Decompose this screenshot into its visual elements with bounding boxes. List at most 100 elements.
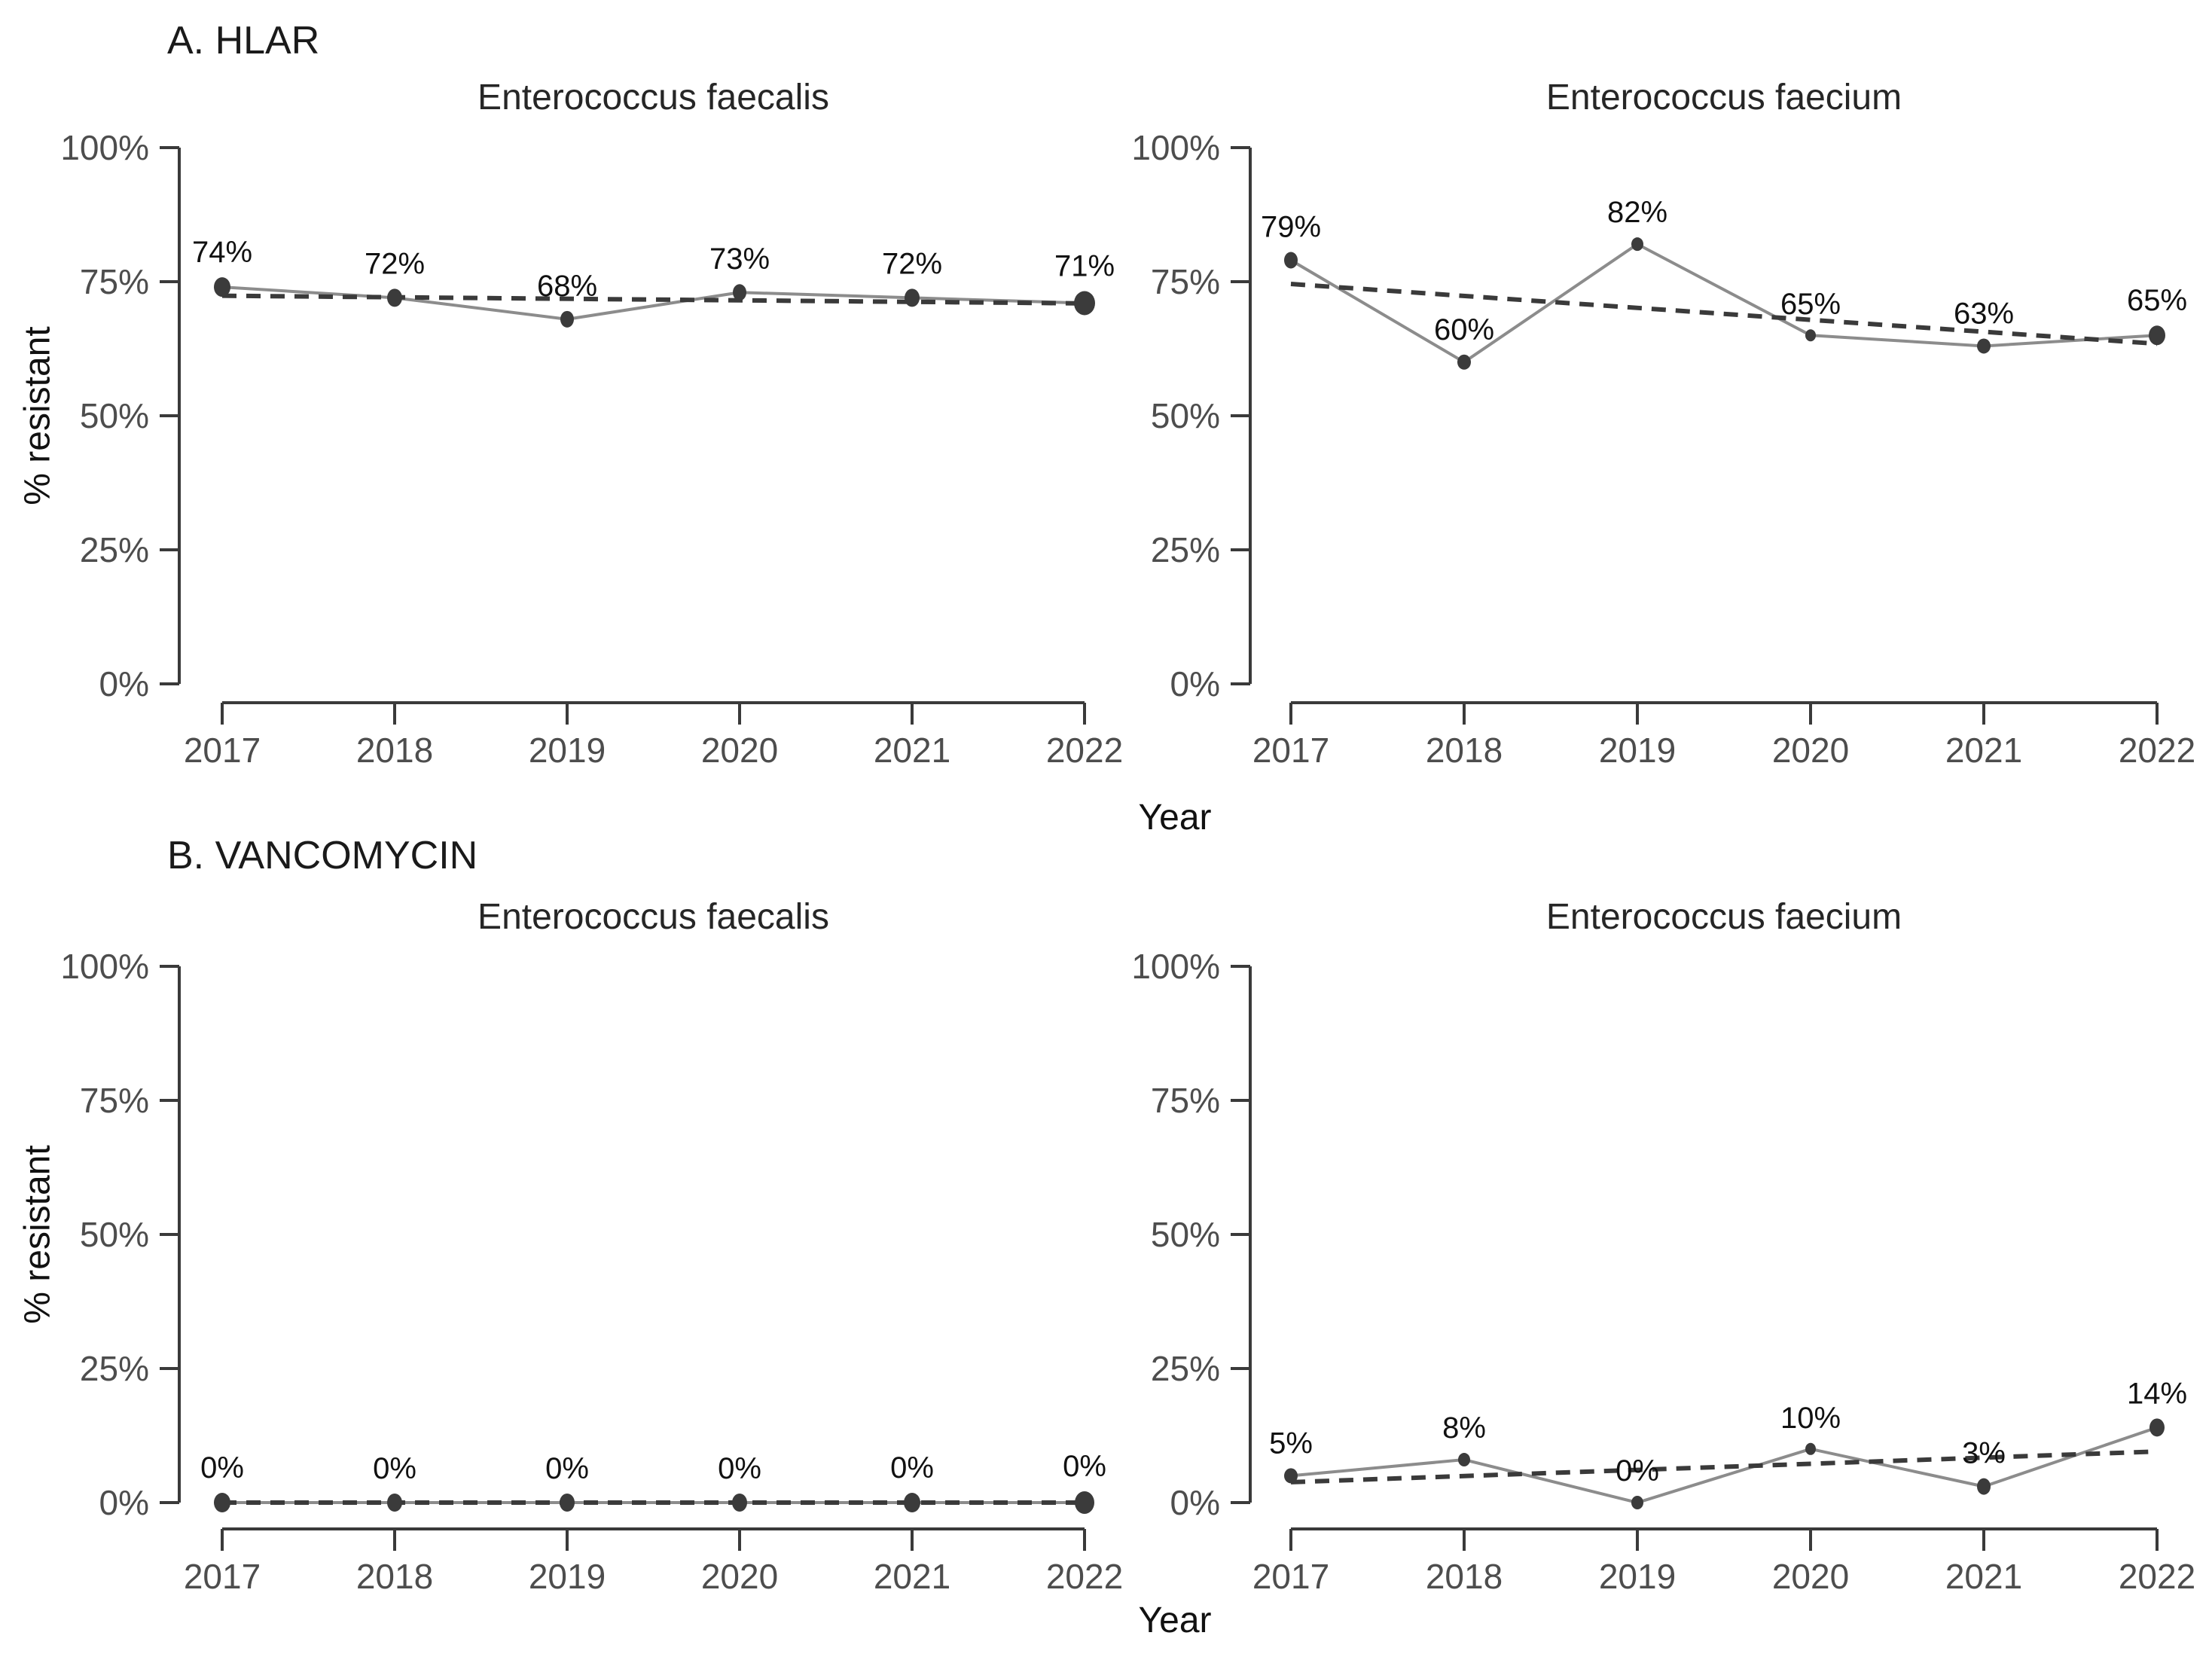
data-point-label: 0% xyxy=(545,1452,589,1485)
data-point xyxy=(1631,1496,1643,1509)
data-point xyxy=(1977,1478,1991,1495)
data-point-label: 0% xyxy=(373,1452,416,1485)
x-tick-label: 2021 xyxy=(874,1557,950,1596)
x-tick-label: 2021 xyxy=(874,731,950,770)
y-tick-label: 100% xyxy=(1131,947,1220,986)
x-tick-label: 2020 xyxy=(1772,1557,1849,1596)
y-axis xyxy=(160,146,181,685)
x-axis xyxy=(221,701,1086,725)
data-point xyxy=(1805,329,1816,342)
data-point xyxy=(1458,1453,1470,1467)
trend-line xyxy=(1290,282,2158,346)
y-tick-label: 100% xyxy=(60,947,149,986)
data-point xyxy=(1075,1491,1094,1514)
x-tick-label: 2020 xyxy=(1772,731,1849,770)
x-tick-label: 2017 xyxy=(184,1557,261,1596)
y-tick-label: 75% xyxy=(1151,1081,1220,1120)
data-point xyxy=(214,277,230,298)
x-tick-label: 2021 xyxy=(1945,731,2022,770)
data-point-label: 0% xyxy=(718,1452,761,1485)
data-point-label: 0% xyxy=(1063,1450,1106,1483)
x-tick-label: 2020 xyxy=(701,731,778,770)
x-axis xyxy=(1289,1527,2159,1551)
x-axis xyxy=(1289,701,2159,725)
data-point-label: 5% xyxy=(1269,1427,1313,1460)
data-point-label: 0% xyxy=(200,1451,244,1485)
y-tick-label: 50% xyxy=(80,396,149,435)
y-axis xyxy=(1231,965,1252,1504)
y-tick-label: 100% xyxy=(60,128,149,167)
data-point-label: 14% xyxy=(2127,1377,2187,1410)
data-point xyxy=(1284,1468,1298,1484)
panel-title-vanco-faecalis: Enterococcus faecalis xyxy=(477,897,829,937)
y-axis xyxy=(1231,146,1252,685)
y-tick-label: 50% xyxy=(80,1215,149,1254)
data-point xyxy=(214,1493,230,1512)
x-tick-label: 2018 xyxy=(356,731,433,770)
data-point xyxy=(560,1494,575,1512)
y-tick-label: 0% xyxy=(99,664,149,703)
y-tick-label: 0% xyxy=(1170,664,1220,703)
series-line xyxy=(1290,1426,2158,1505)
y-tick-label: 75% xyxy=(80,1081,149,1120)
data-point xyxy=(1805,1442,1816,1455)
x-tick-label: 2019 xyxy=(1599,731,1676,770)
panel-1: 0% 25% 50% 75% 100% 2017 2018 2019 2020 2021 2022 7… xyxy=(1131,128,2195,770)
x-tick-label: 2022 xyxy=(1046,731,1123,770)
data-point-label: 3% xyxy=(1962,1437,2006,1470)
panel-title-hlar-faecium: Enterococcus faecium xyxy=(1545,78,1902,117)
x-tick-label: 2018 xyxy=(1426,1557,1503,1596)
series-line xyxy=(1289,242,2158,365)
y-tick-label: 100% xyxy=(1131,128,1220,167)
series-line xyxy=(221,285,1085,321)
x-tick-label: 2022 xyxy=(2119,731,2195,770)
y-tick-label: 75% xyxy=(80,262,149,301)
panel-group-a-label: A. HLAR xyxy=(167,19,320,63)
data-point xyxy=(733,284,746,301)
y-tick-label: 25% xyxy=(80,1349,149,1388)
data-point-label: 72% xyxy=(365,247,425,280)
data-point-label: 0% xyxy=(890,1451,934,1485)
data-point-label: 71% xyxy=(1054,249,1115,282)
data-point xyxy=(732,1494,747,1512)
y-tick-label: 25% xyxy=(1151,1349,1220,1388)
data-point xyxy=(1631,237,1643,252)
x-tick-label: 2021 xyxy=(1945,1557,2022,1596)
data-point xyxy=(387,288,402,307)
panel-0: 0% 25% 50% 75% 100% 2017 2018 2019 2020 2021 2022 7… xyxy=(60,128,1123,770)
x-tick-label: 2022 xyxy=(1046,1557,1123,1596)
x-axis-title-top: Year xyxy=(1138,798,1212,838)
x-tick-label: 2017 xyxy=(1252,1557,1329,1596)
x-tick-label: 2017 xyxy=(1252,731,1329,770)
data-point-label: 63% xyxy=(1954,297,2014,330)
y-tick-label: 50% xyxy=(1151,1215,1220,1254)
y-axis xyxy=(160,965,181,1504)
data-point xyxy=(387,1494,402,1512)
y-tick-label: 25% xyxy=(1151,530,1220,569)
x-axis-title-bottom: Year xyxy=(1138,1600,1212,1640)
panel-group-b-label: B. VANCOMYCIN xyxy=(167,834,478,877)
x-axis xyxy=(221,1527,1086,1551)
data-point-label: 73% xyxy=(709,243,770,276)
trend-line xyxy=(1290,1449,2158,1485)
data-point-label: 82% xyxy=(1607,196,1667,229)
data-point xyxy=(2149,325,2165,346)
y-tick-label: 25% xyxy=(80,530,149,569)
y-tick-label: 75% xyxy=(1151,262,1220,301)
x-tick-label: 2019 xyxy=(529,1557,606,1596)
x-tick-label: 2022 xyxy=(2119,1557,2195,1596)
x-tick-label: 2018 xyxy=(356,1557,433,1596)
data-point-label: 79% xyxy=(1261,211,1321,244)
y-tick-label: 50% xyxy=(1151,396,1220,435)
x-tick-label: 2019 xyxy=(1599,1557,1676,1596)
x-tick-label: 2020 xyxy=(701,1557,778,1596)
data-point-label: 65% xyxy=(1780,288,1841,321)
data-point xyxy=(560,310,574,328)
data-point xyxy=(1977,338,1991,354)
data-point xyxy=(1074,291,1095,316)
data-point-label: 65% xyxy=(2127,284,2187,317)
y-tick-label: 0% xyxy=(99,1483,149,1522)
data-point xyxy=(1457,354,1471,370)
